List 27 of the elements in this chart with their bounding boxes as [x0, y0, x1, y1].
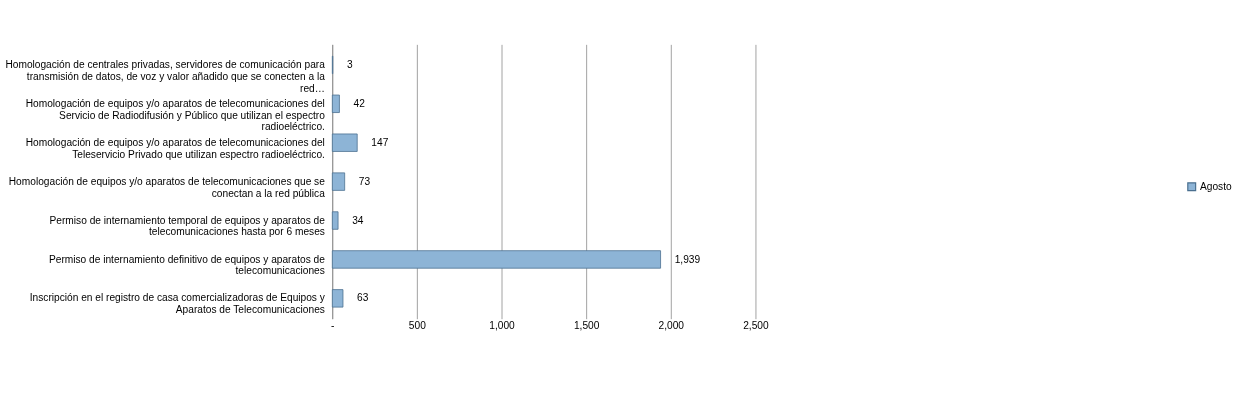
- y-tick-label: Homologación de equipos y/o aparatos de telecomunicaciones del Servicio de Radiodifusión y Público que utilizan el espectro radioeléctrico.: [25, 97, 326, 133]
- y-tick-label: Permiso de internamiento definitivo de equipos y aparatos de telecomunicaciones: [48, 253, 326, 277]
- legend-label: Agosto: [1199, 180, 1232, 192]
- y-tick-label: Homologación de centrales privadas, servidores de comunicación para transmisión de datos, de voz y valor añadido que se conecten a la red…: [5, 59, 326, 94]
- text: 73: [358, 175, 371, 187]
- text: 63: [357, 292, 369, 304]
- y-tick-label: Homologación de equipos y/o aparatos de telecomunicaciones del Teleservicio Privado que utilizan espectro radioeléctrico.: [25, 136, 325, 160]
- x-tick-label: 1,000: [489, 319, 516, 331]
- bar: [331, 172, 346, 191]
- text: 42: [353, 97, 365, 109]
- bar: [331, 133, 358, 152]
- y-tick-label: Inscripción en el registro de casa comercializadoras de Equipos y Aparatos de Telecomunicaciones: [29, 292, 326, 316]
- x-tick-label: 1,500: [573, 319, 600, 331]
- x-tick-label: 500: [408, 319, 427, 331]
- x-tick-label: 2,000: [658, 319, 685, 331]
- text: 1,939: [674, 253, 701, 265]
- bar: [331, 94, 340, 113]
- y-tick-label: Homologación de equipos y/o aparatos de telecomunicaciones que se conectan a la red pública: [8, 175, 326, 199]
- text: 34: [352, 214, 364, 226]
- bar: [331, 250, 661, 269]
- text: 147: [371, 136, 389, 148]
- x-tick-label: -: [331, 319, 335, 331]
- bar: [331, 211, 339, 230]
- text: 3: [346, 59, 353, 71]
- bar: [331, 289, 344, 308]
- x-tick-label: 2,500: [743, 319, 770, 331]
- y-tick-label: Permiso de internamiento temporal de equipos y aparatos de telecomunicaciones hasta por 6 meses: [49, 214, 326, 238]
